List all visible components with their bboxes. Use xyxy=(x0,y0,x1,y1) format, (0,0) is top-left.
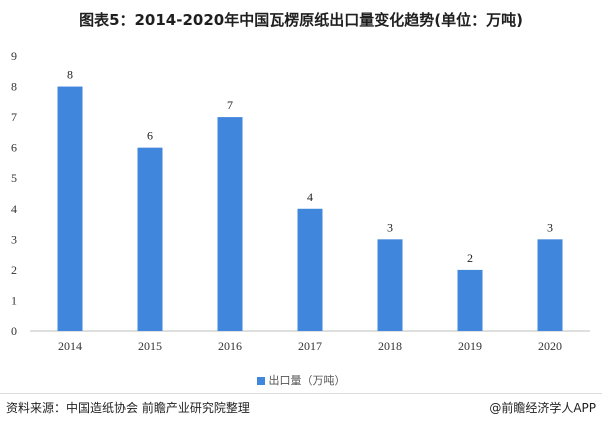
bar xyxy=(377,239,403,331)
data-label: 3 xyxy=(387,220,393,234)
brand-credit: @前瞻经济学人APP xyxy=(489,401,596,415)
bar xyxy=(57,86,83,331)
source-note: 资料来源：中国造纸协会 前瞻产业研究院整理 xyxy=(6,401,250,415)
bar xyxy=(217,117,243,331)
bar xyxy=(137,147,163,331)
y-tick-label: 3 xyxy=(11,232,17,246)
y-tick-label: 8 xyxy=(11,80,17,94)
legend: 出口量（万吨） xyxy=(0,372,602,388)
y-tick-label: 5 xyxy=(11,171,17,185)
data-label: 8 xyxy=(67,68,73,82)
data-label: 7 xyxy=(227,98,233,112)
bar-chart: 0 1 2 3 4 5 6 7 8 9 8 2014 6 2015 7 2016 4 2017 3 2018 2 2019… xyxy=(11,49,590,353)
x-tick-label: 2017 xyxy=(298,339,322,353)
y-tick-label: 9 xyxy=(11,49,17,63)
y-tick-label: 4 xyxy=(11,202,17,216)
y-tick-label: 2 xyxy=(11,263,17,277)
chart-title: 图表5：2014-2020年中国瓦楞原纸出口量变化趋势(单位：万吨) xyxy=(79,11,523,29)
bar xyxy=(457,269,483,331)
y-tick-label: 6 xyxy=(11,141,17,155)
y-tick-label: 1 xyxy=(11,293,17,307)
legend-swatch xyxy=(256,377,265,385)
x-tick-label: 2020 xyxy=(538,339,562,353)
legend-label: 出口量（万吨） xyxy=(268,374,346,387)
bar xyxy=(297,208,323,331)
data-label: 6 xyxy=(147,129,153,143)
x-tick-label: 2019 xyxy=(458,339,482,353)
footer-divider xyxy=(0,393,602,394)
y-tick-label: 7 xyxy=(11,110,17,124)
x-tick-label: 2018 xyxy=(378,339,402,353)
x-tick-label: 2016 xyxy=(218,339,242,353)
x-tick-label: 2015 xyxy=(138,339,162,353)
data-label: 2 xyxy=(467,251,473,265)
data-label: 3 xyxy=(547,220,553,234)
data-label: 4 xyxy=(307,190,313,204)
y-tick-label: 0 xyxy=(11,324,17,338)
bar xyxy=(537,239,563,331)
x-tick-label: 2014 xyxy=(58,339,82,353)
